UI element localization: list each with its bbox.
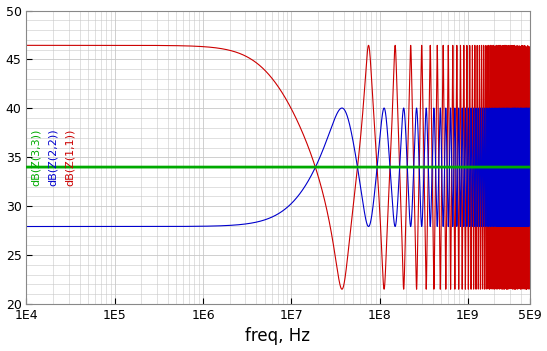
X-axis label: freq, Hz: freq, Hz (246, 327, 311, 345)
Text: dB(Z(1,1)): dB(Z(1,1)) (65, 128, 75, 186)
Text: dB(Z(3,3)): dB(Z(3,3)) (31, 128, 40, 186)
Text: dB(Z(2,2)): dB(Z(2,2)) (48, 128, 57, 186)
